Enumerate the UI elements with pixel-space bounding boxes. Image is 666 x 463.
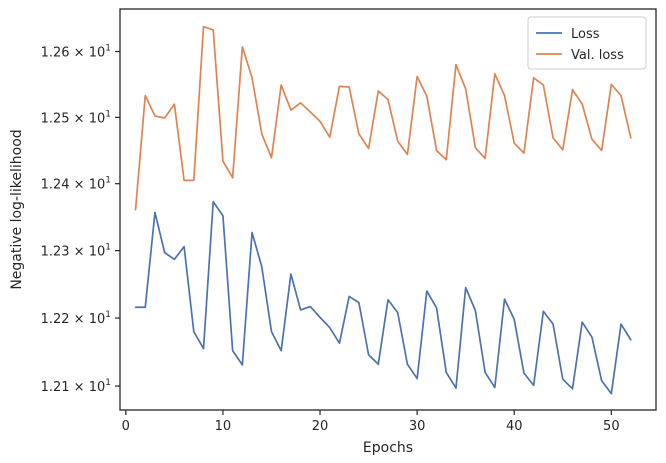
series-layer: [134, 25, 632, 395]
x-tick-label: 40: [506, 419, 523, 434]
x-tick-label: 30: [409, 419, 426, 434]
x-axis-label: Epochs: [363, 440, 413, 456]
x-tick-label: 10: [215, 419, 232, 434]
y-tick-label: 1.24 × 101: [41, 176, 111, 193]
plot-frame: [119, 8, 657, 411]
y-tick-label: 1.21 × 101: [41, 378, 111, 395]
y-tick-label: 1.26 × 101: [41, 44, 111, 61]
legend-label: Loss: [571, 27, 600, 42]
y-tick-label: 1.25 × 101: [41, 109, 111, 126]
y-axis-ticks: 1.21 × 101 1.22 × 101 1.23 × 101 1.24 × 101…: [41, 44, 120, 395]
x-tick-label: 20: [312, 419, 329, 434]
x-tick-label: 50: [603, 419, 620, 434]
legend: Loss Val. loss: [527, 16, 647, 70]
legend-box: [527, 16, 647, 70]
y-tick-label: 1.22 × 101: [41, 310, 111, 327]
x-tick-label: 0: [122, 419, 130, 434]
x-axis-ticks: 0 10 20 30 40 50: [122, 410, 620, 434]
legend-label: Val. loss: [571, 48, 624, 63]
y-axis-label: Negative log-likelihood: [9, 129, 25, 289]
series-line-2: [134, 25, 632, 211]
series-line-1: [134, 200, 632, 395]
y-tick-label: 1.23 × 101: [41, 243, 111, 260]
